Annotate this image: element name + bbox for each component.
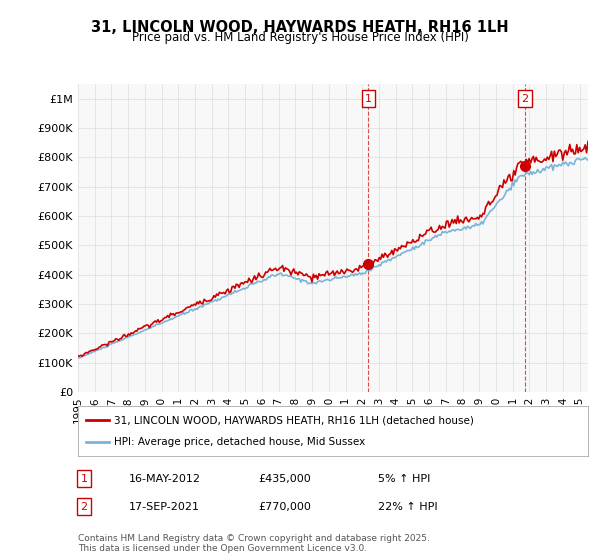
Text: 2: 2: [80, 502, 88, 512]
Text: £770,000: £770,000: [258, 502, 311, 512]
Text: 16-MAY-2012: 16-MAY-2012: [129, 474, 201, 484]
Text: 1: 1: [80, 474, 88, 484]
Text: 1: 1: [365, 94, 372, 104]
Text: HPI: Average price, detached house, Mid Sussex: HPI: Average price, detached house, Mid …: [114, 437, 365, 447]
Text: £435,000: £435,000: [258, 474, 311, 484]
Text: 2: 2: [521, 94, 528, 104]
Text: 5% ↑ HPI: 5% ↑ HPI: [378, 474, 430, 484]
Text: Contains HM Land Registry data © Crown copyright and database right 2025.
This d: Contains HM Land Registry data © Crown c…: [78, 534, 430, 553]
Text: 31, LINCOLN WOOD, HAYWARDS HEATH, RH16 1LH (detached house): 31, LINCOLN WOOD, HAYWARDS HEATH, RH16 1…: [114, 415, 473, 425]
Text: 17-SEP-2021: 17-SEP-2021: [129, 502, 200, 512]
Text: 22% ↑ HPI: 22% ↑ HPI: [378, 502, 437, 512]
Text: Price paid vs. HM Land Registry's House Price Index (HPI): Price paid vs. HM Land Registry's House …: [131, 31, 469, 44]
Text: 31, LINCOLN WOOD, HAYWARDS HEATH, RH16 1LH: 31, LINCOLN WOOD, HAYWARDS HEATH, RH16 1…: [91, 20, 509, 35]
